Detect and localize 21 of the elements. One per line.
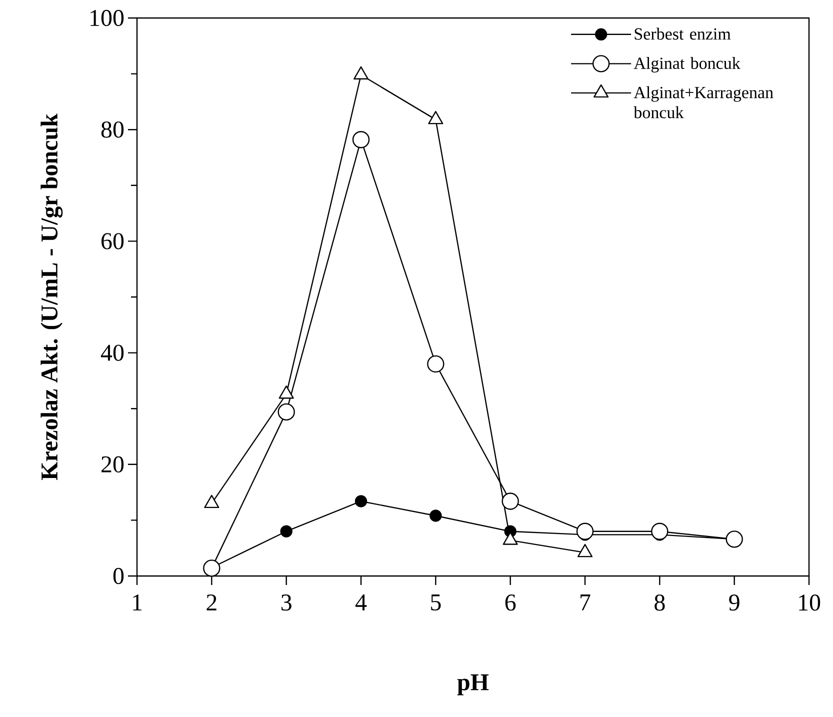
legend-label: Serbest enzim bbox=[634, 28, 731, 40]
y-axis-title: Krezolaz Akt. (U/mL - U/gr boncuk bbox=[40, 114, 63, 480]
x-axis-title: pH bbox=[457, 674, 489, 696]
legend-label: Alginat boncuk bbox=[634, 57, 740, 72]
x-tick-label: 3 bbox=[281, 594, 292, 611]
y-tick-label: 0 bbox=[113, 568, 124, 584]
x-tick-label: 1 bbox=[133, 594, 142, 610]
x-tick-label: 6 bbox=[505, 594, 516, 611]
x-tick-label: 2 bbox=[206, 594, 216, 610]
y-tick-label: 60 bbox=[102, 233, 124, 250]
x-tick-label: 4 bbox=[355, 594, 367, 610]
y-tick-label: 100 bbox=[90, 10, 124, 26]
y-tick-label: 80 bbox=[101, 121, 124, 138]
y-tick-label: 20 bbox=[102, 456, 124, 472]
x-tick-label: 5 bbox=[431, 594, 441, 610]
x-tick-label: 7 bbox=[580, 594, 590, 610]
x-tick-label: 9 bbox=[729, 594, 740, 611]
y-tick-label: 40 bbox=[100, 344, 124, 361]
x-tick-label: 8 bbox=[654, 594, 665, 611]
legend-label: Alginat+Karragenan boncuk bbox=[634, 86, 774, 118]
x-tick-label: 10 bbox=[799, 594, 820, 611]
